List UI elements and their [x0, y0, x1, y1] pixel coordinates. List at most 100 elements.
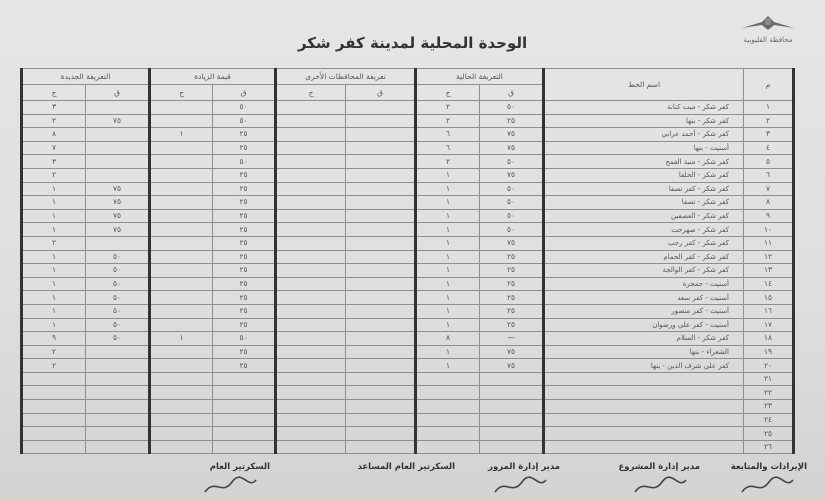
current-pounds-cell: ١	[414, 303, 480, 319]
increase-piasters-cell: ٢٥	[212, 263, 276, 278]
increase-pounds-cell	[148, 195, 213, 210]
new-piasters-cell: ٧٥	[85, 195, 150, 210]
line-name-cell: أسنيت - كفر منصور	[542, 303, 744, 319]
current-piasters-cell: ٥٠	[479, 100, 544, 115]
current-pounds-cell	[414, 371, 480, 387]
other-piasters-cell	[345, 100, 416, 115]
handwritten-signature	[634, 476, 687, 493]
new-pounds-cell: ١	[20, 276, 86, 292]
line-name-cell: أسنيت - كفر علي ورضوان	[542, 317, 744, 333]
row-number-cell: ١٧	[743, 317, 795, 333]
logo-emblem-icon	[742, 16, 794, 30]
other-piasters-cell	[345, 358, 416, 373]
row-number-cell: ٦	[743, 167, 795, 183]
current-piasters-cell	[479, 399, 544, 414]
table-row: ١٩ الشعراء - بنها ٧٥ ١ ٢٥ ٢	[20, 344, 795, 360]
other-pounds-cell	[274, 399, 346, 414]
line-name-cell: أسنيت - بنها	[542, 140, 744, 156]
new-piasters-cell: ٥٠	[85, 290, 150, 305]
new-pounds-cell	[20, 371, 86, 387]
other-pounds-cell	[274, 317, 346, 333]
line-name-cell: كفر شكر - كفر الوالجة	[542, 263, 744, 278]
table-row: ٢٠ كفر علي شرف الدين - بنها ٧٥ ١ ٢٥ ٢	[20, 358, 795, 373]
page-title: الوحدة المحلية لمدينة كفر شكر	[297, 34, 528, 52]
row-number-cell: ٩	[743, 208, 795, 224]
current-pounds-cell: ١	[414, 222, 480, 237]
current-piasters-cell: ٧٥	[479, 358, 544, 373]
increase-pounds-cell	[148, 290, 213, 305]
row-number-cell: ١٣	[743, 263, 795, 278]
other-piasters-cell	[345, 344, 416, 360]
new-pounds-cell	[20, 426, 86, 441]
increase-piasters-cell	[212, 371, 276, 387]
line-name-cell: كفر شكر - ميت كنانة	[542, 100, 744, 115]
line-name-cell: كفر شكر - تصفا	[542, 195, 744, 210]
other-piasters-cell	[345, 331, 416, 346]
signatory-title: السكرتير العام	[209, 462, 270, 472]
table-row: ١١ كفر شكر - كفر رجب ٧٥ ١ ٢٥ ٢	[20, 235, 795, 251]
handwritten-signature	[204, 476, 257, 493]
current-piasters-cell: ٢٥	[479, 249, 544, 265]
current-pounds-cell	[414, 426, 480, 441]
increase-piasters-cell	[212, 399, 276, 414]
increase-piasters-cell: ٢٥	[212, 235, 276, 251]
current-pounds-cell: ١	[414, 290, 480, 305]
increase-piasters-cell	[212, 439, 276, 455]
row-number-cell: ١٨	[743, 331, 795, 346]
other-piasters-cell	[345, 290, 416, 305]
line-name-cell: أسنيت - كفر سعد	[542, 290, 744, 305]
current-pounds-cell: ٢	[414, 113, 480, 129]
new-piasters-cell	[85, 344, 150, 360]
other-piasters-cell	[345, 412, 416, 428]
row-number-cell: ١٦	[743, 303, 795, 319]
row-number-cell: ٢٤	[743, 412, 795, 428]
line-name-cell	[542, 439, 744, 455]
subheader-piasters: ق	[85, 84, 150, 101]
new-pounds-cell	[20, 399, 86, 414]
other-pounds-cell	[274, 358, 346, 373]
other-pounds-cell	[274, 249, 346, 265]
subheader-pounds: ج	[274, 84, 346, 101]
new-pounds-cell: ٩	[20, 331, 86, 346]
other-pounds-cell	[274, 276, 346, 292]
current-piasters-cell	[479, 439, 544, 455]
current-piasters-cell: ٥٠	[479, 195, 544, 210]
increase-piasters-cell: ٢٥	[212, 303, 276, 319]
increase-piasters-cell: ٥٠	[212, 154, 276, 169]
current-piasters-cell: ٢٥	[479, 113, 544, 129]
current-pounds-cell: ١	[414, 344, 480, 360]
other-piasters-cell	[345, 113, 416, 129]
increase-pounds-cell	[148, 412, 213, 428]
signatory-title: الإيرادات والمتابعة	[730, 462, 807, 472]
other-piasters-cell	[345, 371, 416, 387]
current-pounds-cell: ١	[414, 235, 480, 251]
line-name-cell	[542, 371, 744, 387]
subheader-pounds: ج	[20, 84, 86, 101]
current-pounds-cell: ١	[414, 358, 480, 373]
line-name-cell: كفر شكر - كفر تصفا	[542, 181, 744, 197]
increase-pounds-cell	[148, 100, 213, 115]
row-number-cell: ٨	[743, 195, 795, 210]
line-name-cell: كفر شكر - بنها	[542, 113, 744, 129]
current-pounds-cell: ١	[414, 195, 480, 210]
current-pounds-cell: ١	[414, 317, 480, 333]
new-pounds-cell: ١	[20, 195, 86, 210]
new-piasters-cell: ٧٥	[85, 181, 150, 197]
current-pounds-cell	[414, 439, 480, 455]
signatures-footer: الإيرادات والمتابعة مدير إدارة المشروع مدي…	[0, 460, 825, 500]
current-piasters-cell: ٥٠	[479, 154, 544, 169]
table-row: ٢٣	[20, 399, 795, 414]
new-piasters-cell: ٧٥	[85, 222, 150, 237]
current-pounds-cell: ٨	[414, 331, 480, 346]
increase-pounds-cell	[148, 181, 213, 197]
current-pounds-cell: ١	[414, 249, 480, 265]
row-number-cell: ١٢	[743, 249, 795, 265]
table-row: ٦ كفر شكر - الحلفا ٧٥ ١ ٢٥ ٢	[20, 167, 795, 183]
increase-piasters-cell: ٢٥	[212, 181, 276, 197]
other-piasters-cell	[345, 249, 416, 265]
header-new-tariff: التعريفة الجديدة	[20, 68, 150, 85]
current-piasters-cell: ٥٠	[479, 222, 544, 237]
new-pounds-cell: ٨	[20, 127, 86, 142]
subheader-piasters: ق	[212, 84, 276, 101]
